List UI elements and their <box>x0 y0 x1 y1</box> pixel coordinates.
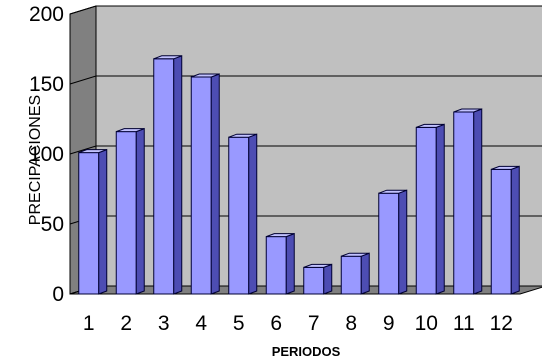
x-tick-label: 5 <box>233 312 245 335</box>
gridline <box>69 145 542 155</box>
bar-top <box>116 128 145 133</box>
bar-front <box>153 58 175 295</box>
bar-front <box>453 111 475 295</box>
x-tick-label: 12 <box>490 312 513 335</box>
x-tick-label: 2 <box>120 312 132 335</box>
gridline <box>69 5 542 15</box>
bar-side <box>135 127 145 295</box>
x-tick-label: 7 <box>308 312 320 335</box>
bar-side <box>473 108 483 295</box>
bar-top <box>266 233 295 238</box>
bar <box>153 55 183 295</box>
bar-top <box>491 165 520 170</box>
bar-front <box>490 168 512 295</box>
bar <box>78 148 108 295</box>
x-axis-ticks: 1 2 3 4 5 6 7 8 9 10 11 12 <box>83 312 513 335</box>
bar <box>378 189 408 295</box>
bar-side <box>173 55 183 295</box>
bar <box>190 73 220 295</box>
x-axis-title: PERIODOS <box>272 344 341 358</box>
bar-side <box>323 263 333 295</box>
bar-top <box>303 263 332 268</box>
x-tick-label: 6 <box>270 312 282 335</box>
bar-front <box>78 152 100 295</box>
bar-top <box>416 123 445 128</box>
bar-side <box>360 252 370 295</box>
bar-front <box>115 131 137 295</box>
y-axis-title: PRECIPACIONES <box>27 95 44 225</box>
bar-side <box>98 148 108 295</box>
bar-side <box>248 133 258 295</box>
bar-side <box>398 189 408 295</box>
y-axis-ticks: 0 50 100 150 200 <box>29 3 64 306</box>
bar-top <box>153 55 182 60</box>
bar-front <box>190 76 212 295</box>
bar-top <box>378 189 407 194</box>
bar-top <box>341 252 370 257</box>
bar <box>490 165 520 295</box>
bar-front <box>378 192 400 295</box>
x-tick-label: 4 <box>195 312 207 335</box>
bar-side <box>435 123 445 295</box>
y-tick-label: 0 <box>52 283 64 306</box>
x-tick-label: 1 <box>83 312 95 335</box>
gridline <box>69 75 542 85</box>
bar-front <box>265 236 287 295</box>
bar-top <box>453 108 482 113</box>
bar <box>303 263 333 295</box>
x-tick-label: 10 <box>415 312 438 335</box>
y-tick-label: 200 <box>29 3 64 26</box>
x-tick-label: 3 <box>158 312 170 335</box>
bar <box>115 127 145 295</box>
x-tick-label: 11 <box>453 312 475 335</box>
bar-front <box>303 266 325 295</box>
x-tick-label: 8 <box>345 312 357 335</box>
bar <box>340 252 370 295</box>
bar-top <box>191 73 220 78</box>
y-tick-label: 100 <box>29 143 64 166</box>
bar-front <box>415 126 437 295</box>
bar-top <box>78 149 107 154</box>
bar <box>415 123 445 295</box>
x-tick-label: 9 <box>383 312 395 335</box>
y-tick-label: 50 <box>41 213 64 236</box>
bar <box>228 133 258 295</box>
bar-side <box>210 73 220 295</box>
y-tick-label: 150 <box>29 73 64 96</box>
bar-top <box>228 133 257 138</box>
bar <box>453 108 483 295</box>
bar-front <box>228 136 250 295</box>
bar <box>265 232 295 295</box>
bars <box>78 55 520 295</box>
bar-front <box>340 255 362 295</box>
bar-side <box>285 232 295 295</box>
bar-side <box>510 165 520 295</box>
